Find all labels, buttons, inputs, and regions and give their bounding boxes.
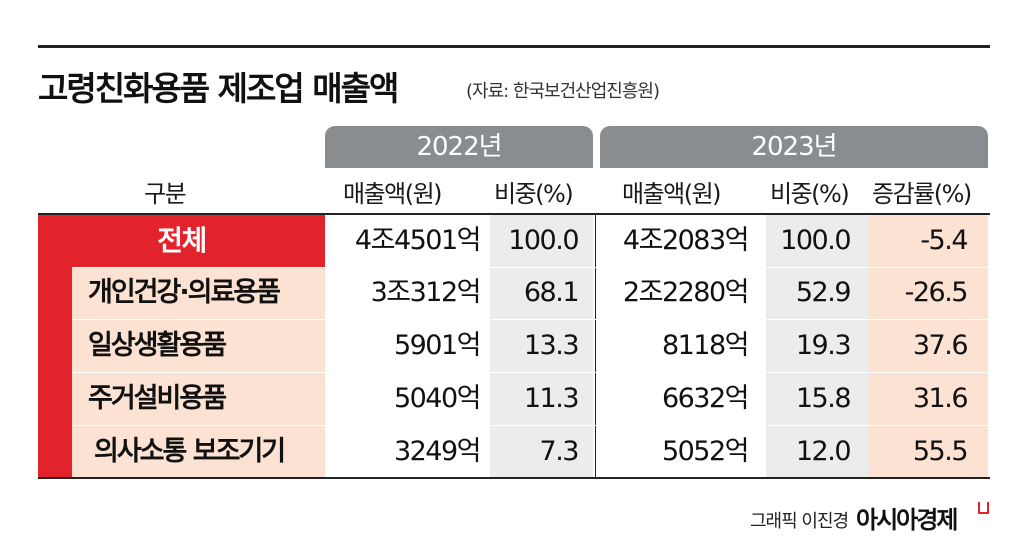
share-2022-cell: 100.0 xyxy=(508,225,579,256)
sales-2022-cell: 5901억 xyxy=(393,330,482,361)
year-header-2022: 2022년 xyxy=(325,126,593,168)
source-note: (자료: 한국보건산업진흥원) xyxy=(466,81,660,102)
share-2023-cell: 52.9 xyxy=(795,277,852,308)
growth-background xyxy=(869,215,988,478)
growth-cell: -26.5 xyxy=(904,277,969,308)
growth-cell: 37.6 xyxy=(912,330,969,361)
publisher-logo: 아시아경제 xyxy=(856,506,958,534)
page-title: 고령친화용품 제조업 매출액 xyxy=(38,69,399,108)
sales-2023-cell: 8118억 xyxy=(661,330,750,361)
col-header-category: 구분 xyxy=(144,180,187,208)
share-2022-background xyxy=(490,215,593,478)
row-label: 전체 xyxy=(157,224,207,257)
bottom-rule xyxy=(38,477,990,479)
logo-mark-icon xyxy=(978,502,989,514)
row-label: 주거설비용품 xyxy=(88,383,227,414)
top-rule xyxy=(38,45,990,48)
header-rule xyxy=(38,213,990,215)
year-divider xyxy=(595,215,596,478)
row-divider xyxy=(72,372,988,373)
col-header-share-2022: 비중(%) xyxy=(494,180,574,208)
share-2023-cell: 12.0 xyxy=(795,436,852,467)
row-divider xyxy=(72,267,988,268)
sales-2022-cell: 5040억 xyxy=(393,383,482,414)
share-2022-cell: 11.3 xyxy=(523,383,580,414)
share-2022-cell: 68.1 xyxy=(523,277,580,308)
sales-2022-cell: 4조4501억 xyxy=(354,225,482,256)
col-header-sales-2023: 매출액(원) xyxy=(622,180,722,208)
row-label: 개인건강·의료용품 xyxy=(88,277,281,308)
row-divider xyxy=(72,425,988,426)
col-header-share-2023: 비중(%) xyxy=(770,180,850,208)
row-label: 의사소통 보조기기 xyxy=(94,436,286,467)
sales-2023-cell: 4조2083억 xyxy=(622,225,750,256)
share-2022-cell: 7.3 xyxy=(539,436,580,467)
share-2022-cell: 13.3 xyxy=(523,330,580,361)
share-2023-cell: 100.0 xyxy=(780,225,851,256)
graphic-credit: 그래픽 이진경 xyxy=(750,511,849,532)
growth-cell: 55.5 xyxy=(912,436,969,467)
total-label-background xyxy=(38,215,325,267)
growth-cell: -5.4 xyxy=(920,225,968,256)
sales-2023-cell: 2조2280억 xyxy=(622,277,750,308)
share-2023-cell: 19.3 xyxy=(795,330,852,361)
sales-2022-cell: 3249억 xyxy=(393,436,482,467)
row-label: 일상생활용품 xyxy=(88,330,227,361)
col-header-growth: 증감률(%) xyxy=(872,180,972,208)
share-2023-background xyxy=(766,215,869,478)
sales-2023-cell: 5052억 xyxy=(661,436,750,467)
col-header-sales-2022: 매출액(원) xyxy=(343,180,443,208)
row-divider xyxy=(72,319,988,320)
year-header-2023: 2023년 xyxy=(600,126,988,168)
share-2023-cell: 15.8 xyxy=(795,383,852,414)
sales-2022-cell: 3조312억 xyxy=(370,277,482,308)
sales-2023-cell: 6632억 xyxy=(661,383,750,414)
growth-cell: 31.6 xyxy=(912,383,969,414)
